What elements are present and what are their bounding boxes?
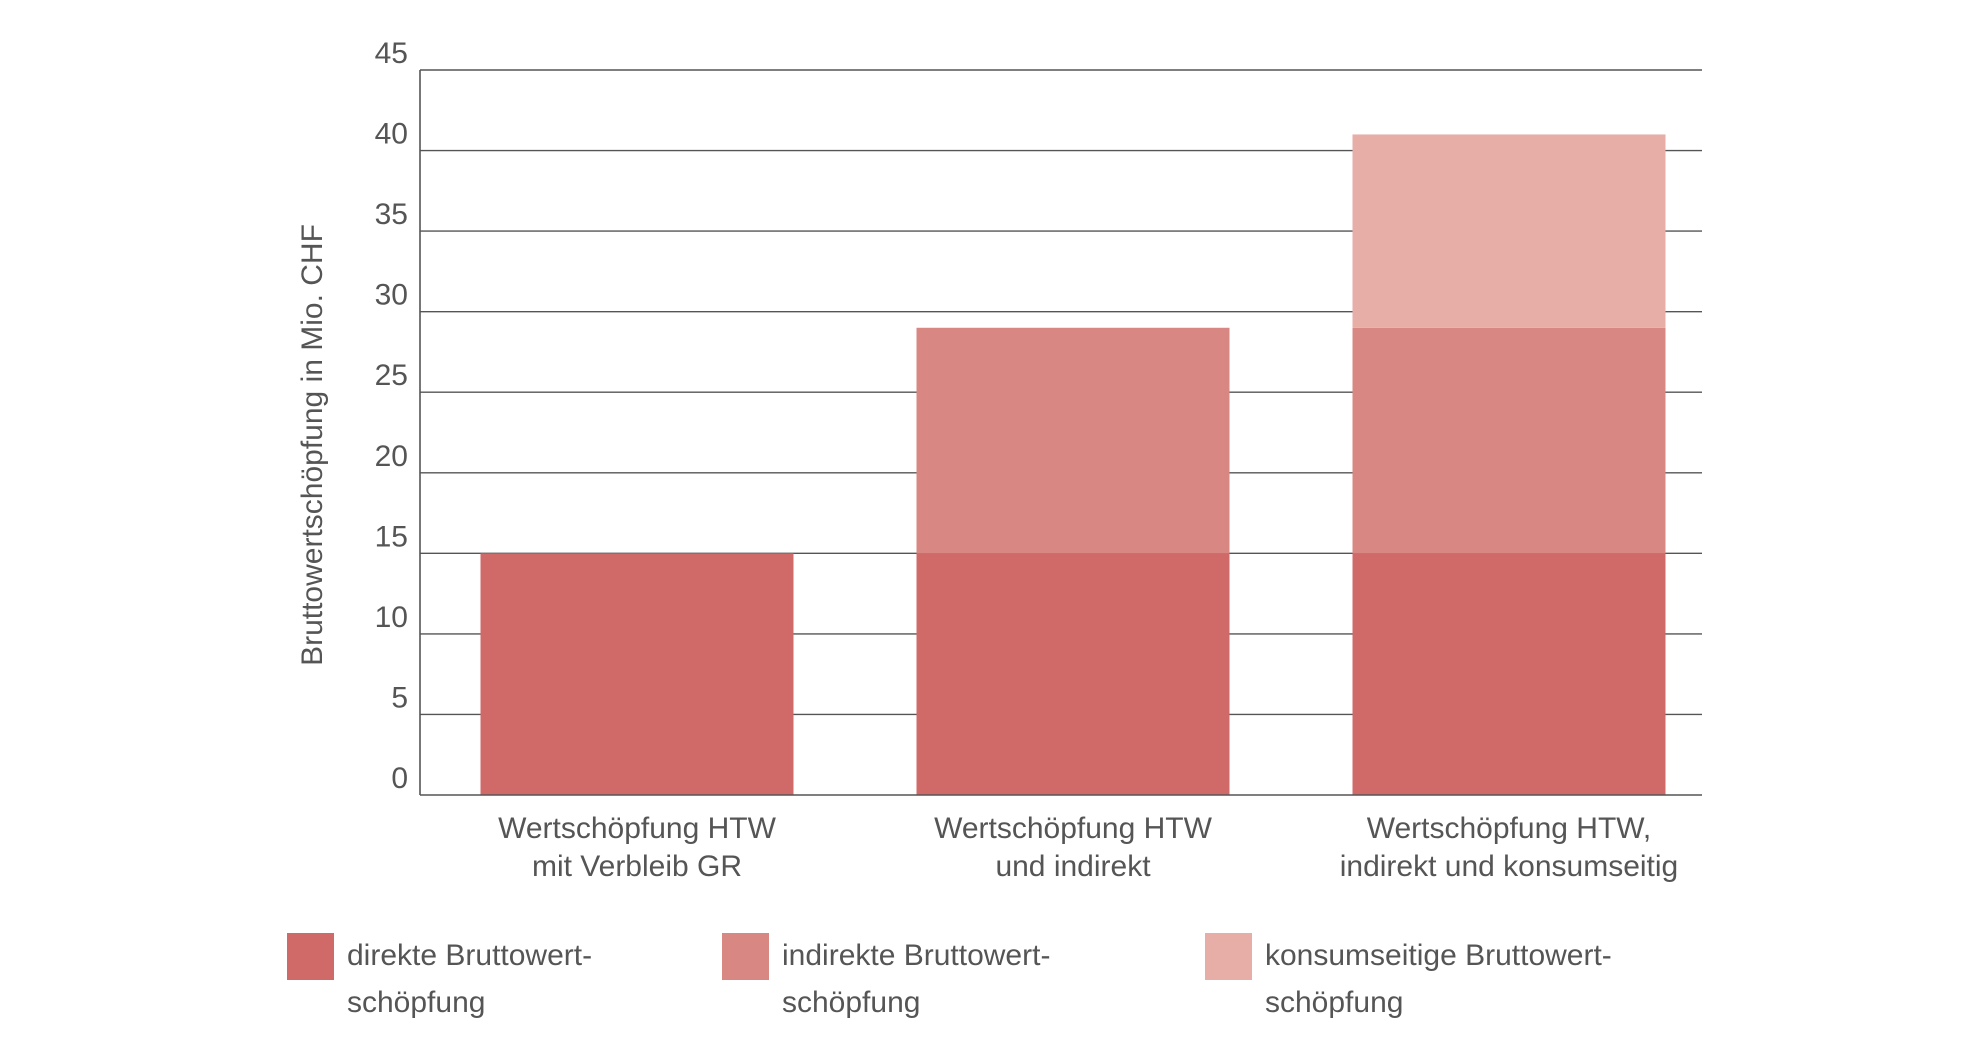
legend-label: schöpfung [347,986,485,1019]
x-category-label: und indirekt [995,850,1151,883]
x-category-labels: Wertschöpfung HTW mit Verbleib GR Wertschö… [498,812,1678,883]
legend-swatch [722,933,769,980]
legend-swatch [287,933,334,980]
x-category-label: Wertschöpfung HTW, [1367,812,1652,845]
bar-segment-3-3 [1352,134,1666,328]
y-tick-label: 30 [375,279,408,312]
x-category-label: mit Verbleib GR [532,850,742,883]
y-tick-label: 20 [375,440,408,473]
y-axis-label: Bruttowertschöpfung in Mio. CHF [296,224,329,666]
legend-label: schöpfung [1265,986,1403,1019]
legend-label: indirekte Bruttowert- [782,939,1050,972]
bar-segment-2-1 [916,553,1230,795]
x-category-label: indirekt und konsumseitig [1340,850,1679,883]
bar-segment-1-1 [480,553,794,795]
bar-segment-3-2 [1352,327,1666,554]
axes [419,70,1702,796]
legend-swatch [1205,933,1252,980]
x-category-label: Wertschöpfung HTW [934,812,1213,845]
x-category-label: Wertschöpfung HTW [498,812,777,845]
y-tick-label: 15 [375,520,408,553]
legend-label: direkte Bruttowert- [347,939,592,972]
y-tick-label: 45 [375,37,408,70]
y-tick-label: 40 [375,118,408,151]
y-tick-label: 10 [375,601,408,634]
bar-segment-2-2 [916,327,1230,554]
bars [480,134,1666,795]
y-tick-label: 35 [375,198,408,231]
legend-label: schöpfung [782,986,920,1019]
y-tick-label: 0 [391,762,408,795]
y-tick-label: 25 [375,359,408,392]
legend-label: konsumseitige Bruttowert- [1265,939,1612,972]
y-tick-labels: 0 5 10 15 20 25 30 35 40 45 [375,37,408,795]
legend: direkte Bruttowert-schöpfung indirekte Br… [287,933,1612,1019]
bar-segment-3-1 [1352,553,1666,795]
y-tick-label: 5 [391,681,408,714]
